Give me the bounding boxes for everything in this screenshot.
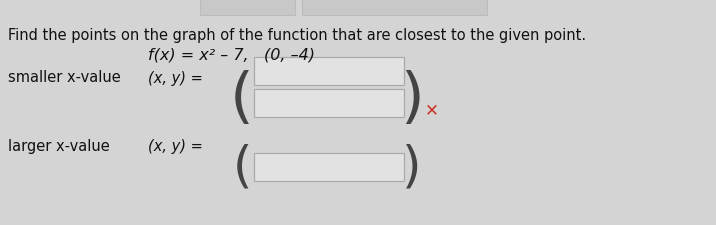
Text: smaller x-value: smaller x-value xyxy=(8,70,121,85)
Text: ): ) xyxy=(402,143,422,191)
FancyBboxPatch shape xyxy=(254,153,404,181)
Text: f(x) = x² – 7,   (0, –4): f(x) = x² – 7, (0, –4) xyxy=(148,48,315,63)
FancyBboxPatch shape xyxy=(302,0,487,16)
Text: larger x-value: larger x-value xyxy=(8,138,110,153)
FancyBboxPatch shape xyxy=(200,0,295,16)
FancyBboxPatch shape xyxy=(254,58,404,86)
Text: ✕: ✕ xyxy=(425,101,439,119)
Text: (x, y) =: (x, y) = xyxy=(148,138,203,153)
Text: (: ( xyxy=(232,143,252,191)
Text: (: ( xyxy=(230,70,254,129)
FancyBboxPatch shape xyxy=(254,90,404,117)
Text: Find the points on the graph of the function that are closest to the given point: Find the points on the graph of the func… xyxy=(8,28,586,43)
Text: (x, y) =: (x, y) = xyxy=(148,70,203,85)
Text: ): ) xyxy=(400,70,424,129)
